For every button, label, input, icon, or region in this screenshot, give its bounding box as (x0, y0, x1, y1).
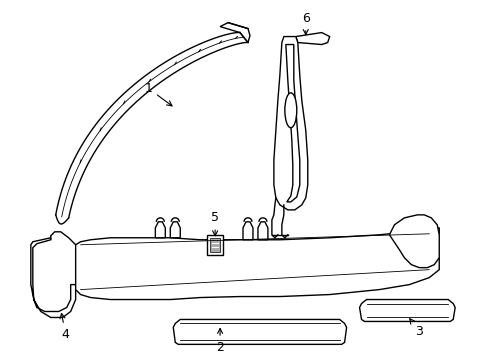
Polygon shape (173, 319, 346, 345)
Polygon shape (295, 32, 329, 45)
Polygon shape (170, 222, 180, 238)
Polygon shape (258, 222, 267, 240)
Text: 3: 3 (409, 319, 423, 338)
Bar (210, 238, 220, 252)
Text: 5: 5 (211, 211, 219, 236)
Text: 1: 1 (144, 82, 172, 106)
Polygon shape (31, 238, 76, 318)
Polygon shape (285, 45, 299, 202)
Text: 4: 4 (60, 314, 69, 341)
Polygon shape (155, 222, 165, 238)
Text: 6: 6 (301, 12, 309, 35)
Bar (207, 235, 223, 255)
Polygon shape (388, 215, 438, 268)
Polygon shape (243, 222, 252, 240)
Polygon shape (76, 228, 438, 300)
Polygon shape (220, 23, 249, 42)
Text: 2: 2 (216, 328, 224, 354)
Polygon shape (273, 37, 307, 210)
Ellipse shape (285, 93, 296, 128)
Polygon shape (359, 300, 454, 321)
